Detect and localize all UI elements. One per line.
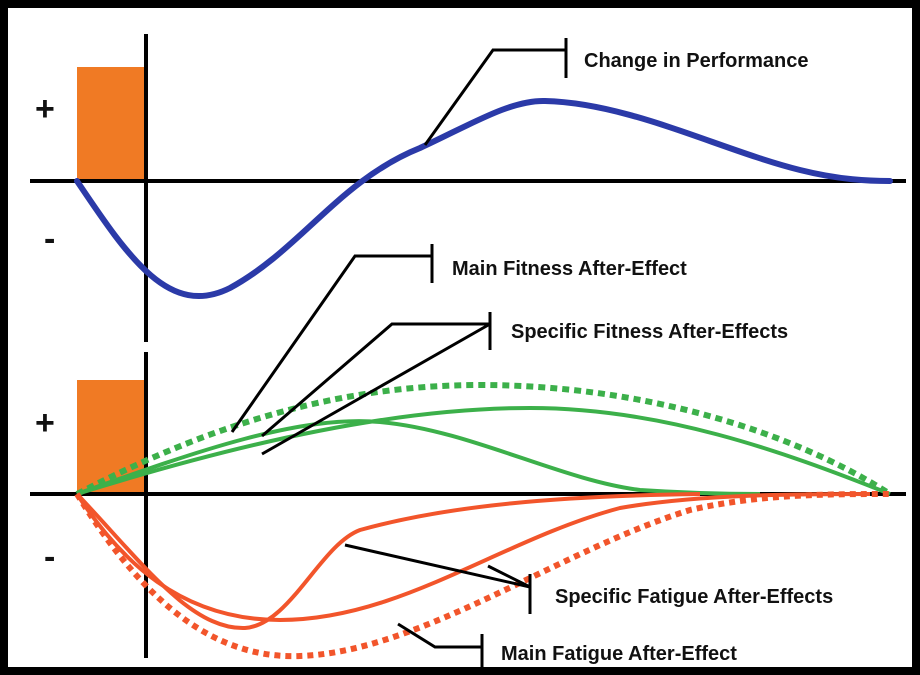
specific-fatigue-callout-line-b	[487, 564, 531, 589]
main-fitness-callout-line	[230, 254, 432, 433]
performance-callout-line	[423, 48, 566, 146]
label-main-fatigue: Main Fatigue After-Effect	[501, 643, 737, 665]
performance-curve	[74, 97, 893, 300]
top-minus-sign: -	[44, 220, 55, 258]
specific-fitness-curve-short	[76, 419, 761, 496]
label-specific-fitness: Specific Fitness After-Effects	[511, 321, 788, 343]
top-load-block	[77, 67, 146, 181]
specific-fitness-curve-long	[76, 405, 891, 496]
specific-fatigue-callout-line-a	[344, 543, 531, 589]
specific-fitness-callout-line-b	[261, 322, 491, 456]
label-main-fitness: Main Fitness After-Effect	[452, 258, 687, 280]
bottom-plus-sign: +	[35, 404, 55, 442]
top-plus-sign: +	[35, 90, 55, 128]
specific-fitness-callout-line-a	[261, 322, 490, 438]
label-change-in-performance: Change in Performance	[584, 50, 809, 72]
main-fatigue-curve	[74, 491, 891, 660]
specific-fatigue-curve-short	[75, 492, 701, 631]
main-fitness-curve	[75, 381, 892, 497]
label-specific-fatigue: Specific Fatigue After-Effects	[555, 586, 833, 608]
bottom-minus-sign: -	[44, 538, 55, 576]
main-fatigue-callout-line	[397, 622, 482, 649]
